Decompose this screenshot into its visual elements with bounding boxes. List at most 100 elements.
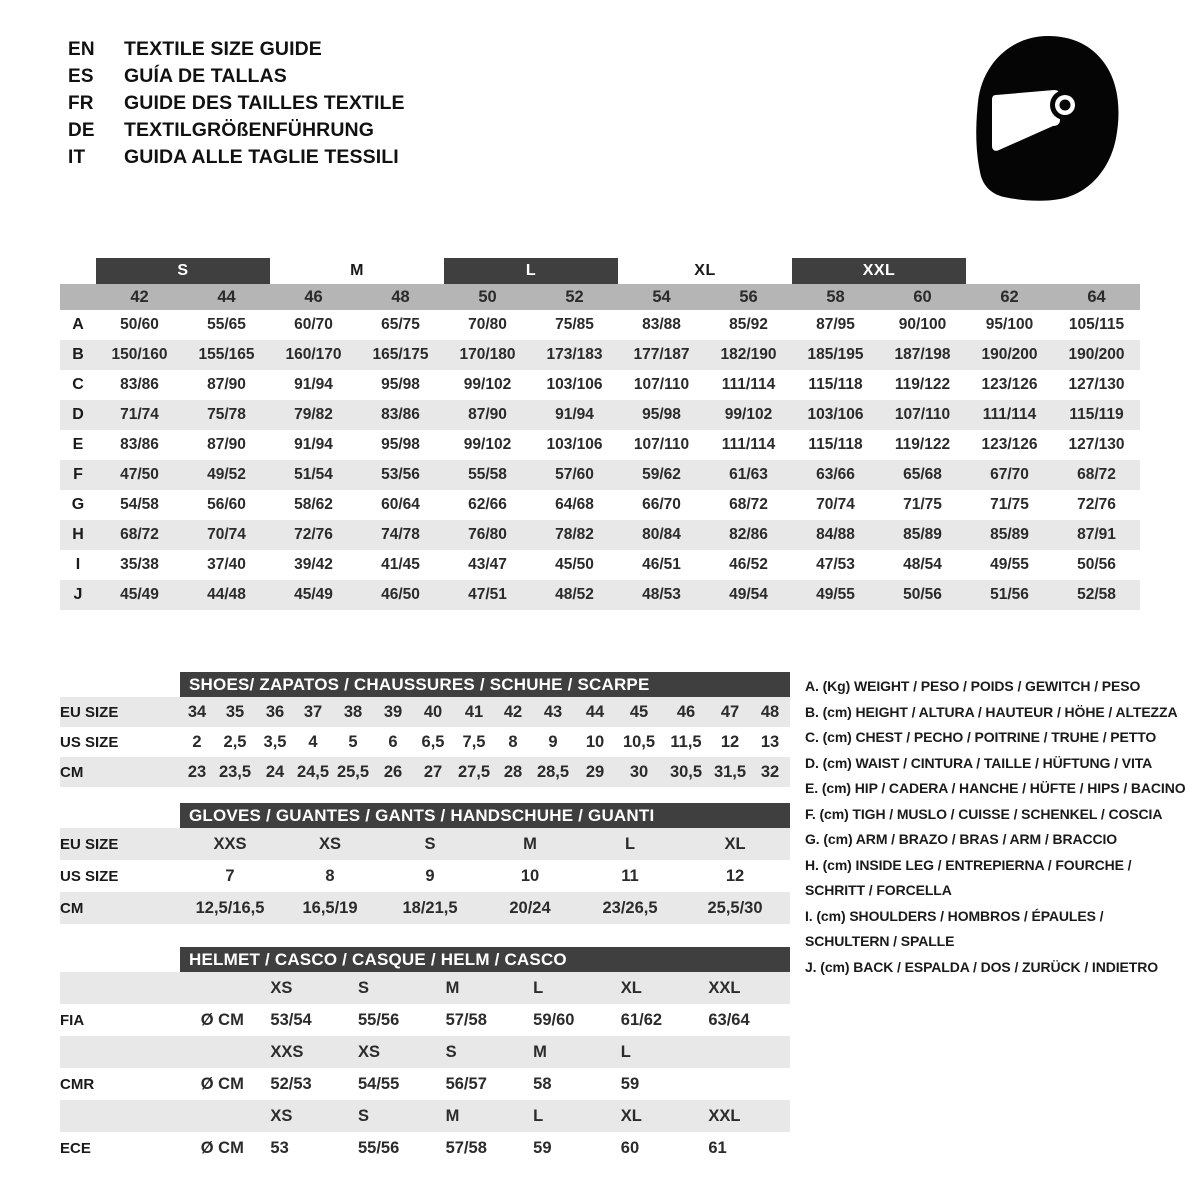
gloves-cell: 16,5/19 <box>302 898 358 917</box>
measurement-cell: 46/52 <box>729 556 768 573</box>
size-band-label: XL <box>694 262 716 279</box>
measurement-cell: 80/84 <box>618 520 705 550</box>
measurement-cell: 70/74 <box>183 520 270 550</box>
gloves-cell: XS <box>318 834 341 853</box>
size-column-header: 46 <box>270 284 357 310</box>
helmet-size-label: S <box>357 1106 369 1125</box>
measurement-cell: 107/110 <box>879 400 966 430</box>
helmet-standard-label: CMR <box>60 1075 95 1093</box>
shoes-cell: 7,5 <box>462 732 486 751</box>
gloves-row: US SIZE 7 8 9 10 11 12 <box>60 860 790 892</box>
helmet-standard-row-ece: ECE Ø CM 53 55/56 57/58 59 60 61 <box>60 1132 790 1164</box>
measurement-row-label: E <box>72 436 84 453</box>
measurement-cell: 83/86 <box>120 376 159 393</box>
helmet-value-cell: 61 <box>708 1138 727 1157</box>
helmet-size-label: S <box>357 978 369 997</box>
size-number-row: 42 44 46 48 50 52 54 56 58 60 62 64 <box>60 284 1140 310</box>
helmet-section-title: HELMET / CASCO / CASQUE / HELM / CASCO <box>180 947 790 972</box>
shoes-section-title: SHOES/ ZAPATOS / CHAUSSURES / SCHUHE / S… <box>180 672 790 697</box>
measurement-cell: 68/72 <box>1053 460 1140 490</box>
measurement-cell: 45/50 <box>555 556 594 573</box>
shoes-cell: 40 <box>423 702 443 721</box>
gloves-cell: XXS <box>213 834 247 853</box>
helmet-header-unit-gutter <box>195 972 265 1004</box>
measurement-cell: 55/58 <box>444 460 531 490</box>
helmet-size-label: XS <box>357 1042 380 1061</box>
measurement-cell: 62/66 <box>468 496 507 513</box>
measurement-row-C: C 83/86 87/90 91/94 95/98 99/102 103/106 107/11… <box>60 370 1140 400</box>
measurement-cell: 48/52 <box>531 580 618 610</box>
helmet-size-label: L <box>620 1042 631 1061</box>
measurement-cell: 64/68 <box>555 496 594 513</box>
measurement-cell: 111/114 <box>721 376 776 393</box>
measurement-cell: 87/90 <box>207 436 246 453</box>
gloves-cell: 8 <box>325 866 335 885</box>
measurement-cell: 87/90 <box>207 376 246 393</box>
helmet-size-label: L <box>533 1106 544 1125</box>
helmet-value-cell: 57/58 <box>445 1010 487 1029</box>
measurement-cell: 95/98 <box>618 400 705 430</box>
measurement-cell: 51/56 <box>966 580 1053 610</box>
measurement-cell: 44/48 <box>183 580 270 610</box>
helmet-size-label: M <box>445 1106 460 1125</box>
size-column-header: 42 <box>96 284 183 310</box>
measurement-cell: 65/68 <box>879 460 966 490</box>
size-column-header: 50 <box>444 284 531 310</box>
shoes-cell: 37 <box>303 702 323 721</box>
measurement-cell: 39/42 <box>294 556 333 573</box>
gloves-cell: 9 <box>425 866 435 885</box>
lang-code-fr: FR <box>68 93 94 114</box>
measurement-row-label: D <box>60 400 96 430</box>
helmet-size-label <box>702 1036 790 1068</box>
measurement-cell: 95/98 <box>381 436 420 453</box>
helmet-value-cell: 56/57 <box>445 1074 487 1093</box>
measurement-row-E: E 83/86 87/90 91/94 95/98 99/102 103/106 107/11… <box>60 430 1140 460</box>
gloves-row-label: US SIZE <box>60 867 119 885</box>
measurement-row-label: H <box>60 520 96 550</box>
gloves-cell: 12 <box>725 866 745 885</box>
helmet-value-cell: 59/60 <box>533 1010 575 1029</box>
title-line: DE TEXTILGRÖßENFÜHRUNG <box>68 119 405 146</box>
size-band-row: S M L XL XXL <box>60 255 1140 284</box>
measurement-row-F: F 47/50 49/52 51/54 53/56 55/58 57/60 59/62 61/6… <box>60 460 1140 490</box>
measurement-cell: 49/54 <box>705 580 792 610</box>
measurement-cell: 111/114 <box>966 400 1053 430</box>
title-block: EN TEXTILE SIZE GUIDE ES GUÍA DE TALLAS … <box>68 38 405 173</box>
shoes-row: EU SIZE 34 35 36 37 38 39 40 41 42 43 44 45 46 47 48 <box>60 697 790 727</box>
racing-helmet-icon <box>952 28 1132 213</box>
size-column-header: 48 <box>357 284 444 310</box>
measurement-cell: 45/49 <box>270 580 357 610</box>
shoes-cell: 10,5 <box>622 732 656 751</box>
measurement-cell: 103/106 <box>546 376 603 393</box>
measurement-cell: 85/89 <box>966 520 1053 550</box>
measurement-cell: 95/100 <box>985 316 1034 333</box>
gloves-cell: L <box>624 834 636 853</box>
helmet-header-unit-gutter <box>195 1100 265 1132</box>
title-text-en: TEXTILE SIZE GUIDE <box>124 38 322 60</box>
measurement-cell: 83/86 <box>120 436 159 453</box>
shoes-cell: 34 <box>187 702 207 721</box>
size-band-xl: XL <box>618 255 792 284</box>
lang-code-it: IT <box>68 147 86 168</box>
measurements-table: S M L XL XXL 42 44 46 48 50 52 54 56 58 60 62 64 A 50/60… <box>60 255 1140 610</box>
measurement-cell: 182/190 <box>705 340 792 370</box>
measurement-cell: 75/78 <box>183 400 270 430</box>
shoes-row-label: EU SIZE <box>60 703 119 721</box>
gloves-cell: XL <box>724 834 746 853</box>
helmet-size-label: XXL <box>708 1106 741 1125</box>
measurement-cell: 46/50 <box>357 580 444 610</box>
size-band-empty <box>966 255 1140 284</box>
title-text-es: GUÍA DE TALLAS <box>124 65 287 87</box>
size-band-label: M <box>350 262 364 279</box>
shoes-cell: 27,5 <box>457 762 491 781</box>
shoes-cell: 10 <box>585 732 605 751</box>
helmet-value-cell: 53/54 <box>270 1010 312 1029</box>
title-line: FR GUIDE DES TAILLES TEXTILE <box>68 92 405 119</box>
helmet-value-cell: 52/53 <box>270 1074 312 1093</box>
shoes-cell: 3,5 <box>263 732 287 751</box>
size-band-label: XXL <box>792 258 966 284</box>
gloves-cell: 25,5/30 <box>707 898 763 917</box>
shoes-cell: 24 <box>265 762 285 781</box>
measurement-cell: 127/130 <box>1068 436 1125 453</box>
